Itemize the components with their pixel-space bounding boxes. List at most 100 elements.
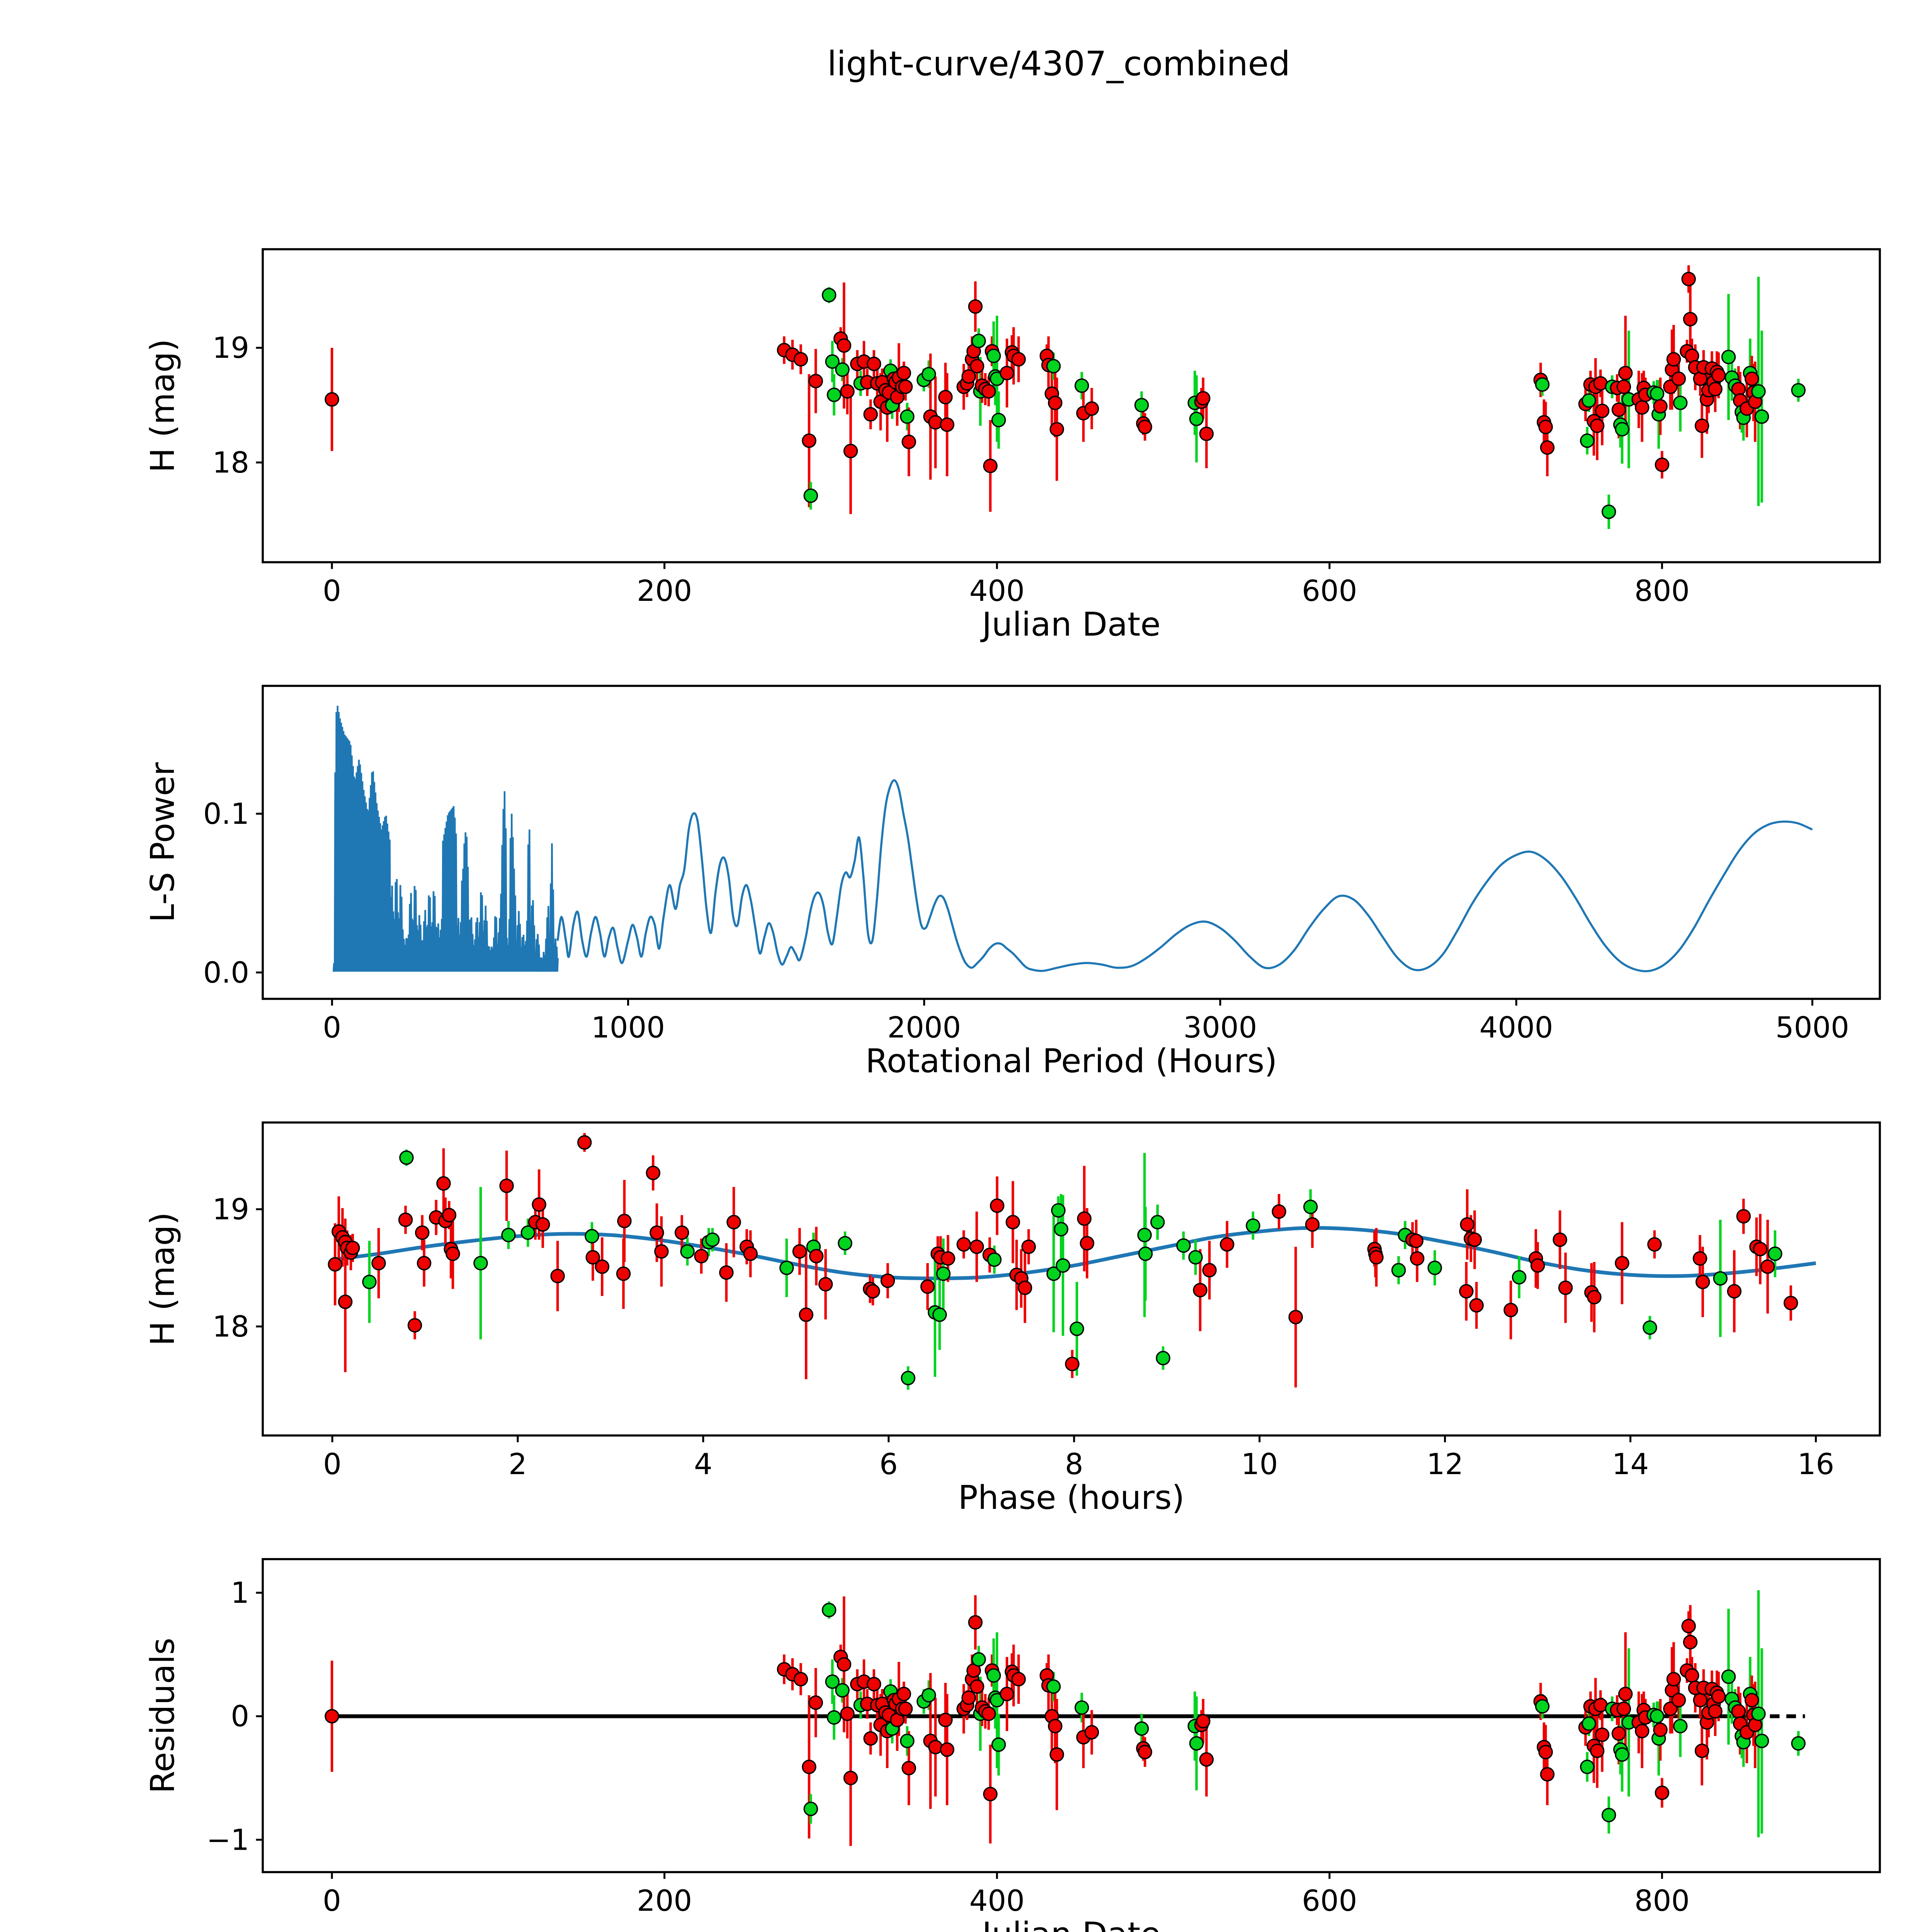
data-point xyxy=(921,367,936,382)
data-point xyxy=(362,1274,377,1289)
x-tick-label: 4000 xyxy=(1480,1010,1553,1044)
data-point xyxy=(987,1252,1002,1267)
data-point xyxy=(1753,1242,1768,1257)
data-point xyxy=(674,1225,689,1240)
data-point xyxy=(585,1250,600,1265)
phase-fit-curve xyxy=(332,1226,1816,1281)
data-point xyxy=(1754,1733,1769,1748)
data-point xyxy=(808,1695,823,1710)
data-point xyxy=(802,433,816,448)
data-point xyxy=(577,1135,592,1150)
panel-residuals: 0 200 400 600 800 −1 0 1 xyxy=(206,1558,1881,1918)
data-point xyxy=(1460,1217,1475,1232)
data-point xyxy=(901,1371,915,1386)
data-point xyxy=(1708,382,1723,396)
data-point xyxy=(938,389,953,405)
data-point xyxy=(1650,1709,1665,1724)
data-point xyxy=(821,287,837,303)
data-point xyxy=(901,1761,916,1776)
data-point xyxy=(1084,401,1099,416)
data-point xyxy=(1021,1239,1036,1254)
tick-labels-lightcurve: 0 200 400 600 800 18 19 xyxy=(213,331,1690,608)
data-point xyxy=(1618,1687,1633,1701)
data-point xyxy=(1193,1283,1208,1298)
data-point xyxy=(928,1740,943,1755)
data-point xyxy=(1553,1232,1567,1247)
data-point xyxy=(1673,395,1688,410)
data-point xyxy=(473,1256,488,1270)
panel-frame-periodogram xyxy=(262,685,1881,1000)
data-point xyxy=(880,1273,895,1288)
x-tick-label: 16 xyxy=(1798,1447,1834,1481)
data-point xyxy=(1671,371,1686,386)
data-point xyxy=(1246,1218,1260,1233)
data-point xyxy=(940,1742,954,1757)
x-tick-label: 8 xyxy=(1065,1447,1083,1481)
data-point xyxy=(705,1232,720,1247)
data-point xyxy=(325,1709,339,1724)
data-point xyxy=(971,1652,986,1667)
plot-area-phase xyxy=(328,1133,1816,1390)
data-point xyxy=(1618,366,1633,381)
data-point xyxy=(1137,1228,1152,1242)
data-point xyxy=(520,1225,536,1240)
data-point xyxy=(1054,1222,1068,1236)
panel-phase: 0 2 4 6 8 10 12 14 16 18 19 xyxy=(213,1121,1881,1481)
data-point xyxy=(442,1208,457,1223)
data-point xyxy=(1188,1250,1203,1265)
plot-area-periodogram xyxy=(332,706,1813,973)
data-point xyxy=(1538,1745,1553,1760)
data-point xyxy=(837,1657,852,1672)
data-point xyxy=(617,1214,632,1228)
panel-frame-phase xyxy=(262,1121,1881,1437)
data-point xyxy=(938,1713,953,1727)
data-point xyxy=(399,1150,414,1165)
data-point xyxy=(1634,400,1650,415)
data-point xyxy=(1074,1700,1089,1715)
data-point xyxy=(1736,1209,1751,1224)
data-point xyxy=(896,366,911,381)
data-point xyxy=(1046,359,1061,374)
data-point xyxy=(1681,272,1696,286)
data-point xyxy=(983,1787,998,1801)
y-tick-label: 0.1 xyxy=(203,797,249,831)
x-tick-label: 600 xyxy=(1302,1884,1357,1918)
data-point xyxy=(1582,393,1596,408)
data-point xyxy=(986,349,1001,363)
data-point xyxy=(1653,399,1668,414)
data-point xyxy=(1655,457,1670,472)
x-tick-label: 600 xyxy=(1302,574,1357,608)
data-point xyxy=(1369,1250,1384,1265)
data-point xyxy=(1587,1290,1602,1304)
data-point xyxy=(921,1688,936,1703)
data-point xyxy=(843,444,858,458)
data-point xyxy=(1695,1274,1710,1289)
figure-title: light-curve/4307_combined xyxy=(827,44,1290,83)
data-point xyxy=(1048,1719,1063,1733)
data-point xyxy=(1303,1199,1318,1214)
data-point xyxy=(1582,1716,1596,1731)
markers-layer xyxy=(325,272,1806,519)
data-point xyxy=(1512,1270,1527,1285)
data-point xyxy=(1150,1215,1165,1230)
data-point xyxy=(969,1239,984,1254)
data-point xyxy=(1681,1619,1696,1634)
data-point xyxy=(1199,1752,1214,1767)
axis-label-y-phase: H (mag) xyxy=(144,1212,182,1346)
x-tick-label: 800 xyxy=(1634,1884,1690,1918)
tick-labels-residuals: 0 200 400 600 800 −1 0 1 xyxy=(206,1576,1689,1918)
data-point xyxy=(1077,1211,1092,1226)
data-point xyxy=(1721,1669,1736,1684)
data-point xyxy=(809,1249,824,1264)
data-point xyxy=(900,1733,915,1748)
y-tick-label: −1 xyxy=(206,1823,249,1857)
data-point xyxy=(407,1318,422,1333)
x-tick-label: 0 xyxy=(323,1884,341,1918)
y-tick-label: 19 xyxy=(213,1192,249,1226)
x-tick-label: 200 xyxy=(637,574,692,608)
data-point xyxy=(338,1294,353,1309)
data-point xyxy=(1673,1719,1688,1733)
data-point xyxy=(446,1247,460,1261)
data-point xyxy=(1138,420,1152,434)
